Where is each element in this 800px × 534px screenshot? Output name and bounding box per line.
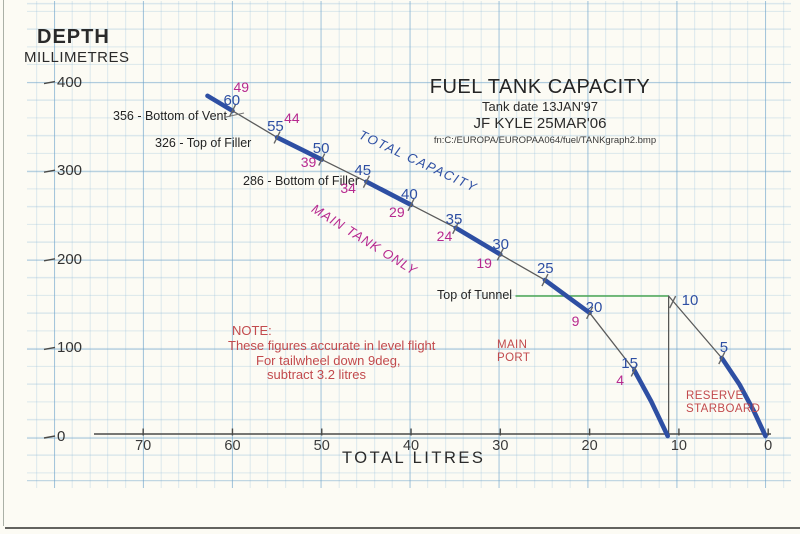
point-slash-mark (228, 104, 237, 118)
tank-date: Tank date 13JAN'97 (482, 99, 598, 114)
top-of-filler-label: 326 - Top of Filler (155, 136, 252, 150)
main-tank-point-label: 9 (571, 312, 580, 329)
main-tank-curve-thin-segment (321, 158, 368, 183)
x-tick-label: 60 (224, 438, 241, 454)
y-tick-label: 400 (57, 73, 83, 91)
reserve-curve-thin-segment (667, 295, 723, 359)
point-slash-mark (318, 153, 326, 166)
y-tick-label: 300 (57, 162, 83, 180)
reserve-curve-thick-segment (719, 355, 768, 439)
page-edge-bottom (5, 527, 800, 529)
point-slash-mark (585, 306, 594, 320)
main-tank-curve-thick-segment (453, 225, 503, 257)
vent-annotation-connector (225, 112, 245, 118)
capacity-point-label: 45 (354, 161, 372, 179)
note-heading: NOTE: (232, 323, 272, 338)
x-tick-label: 20 (581, 438, 598, 454)
y-tick-label: 200 (57, 250, 83, 268)
main-tank-point-label: 19 (476, 255, 492, 272)
graph-paper-grid (27, 1, 791, 488)
note-line-2: These figures accurate in level flight (228, 338, 436, 353)
main-tank-curve-thin-segment (231, 110, 278, 139)
capacity-point-label: 35 (445, 210, 463, 228)
main-port-label-2: PORT (497, 352, 531, 364)
capacity-point-label: 20 (585, 298, 603, 316)
point-slash-mark (669, 295, 677, 309)
x-tick-label: 10 (670, 438, 687, 454)
bottom-of-vent-label: 356 - Bottom of Vent (113, 109, 227, 123)
capacity-point-label: 50 (312, 139, 330, 157)
capacity-point-label: 25 (536, 260, 554, 278)
x-axis-title: TOTAL LITRES (342, 449, 486, 467)
capacity-point-label: 30 (492, 236, 510, 254)
note-line-4: subtract 3.2 litres (267, 367, 366, 382)
capacity-point-label: 60 (223, 91, 241, 109)
y-axis-units: MILLIMETRES (24, 49, 130, 66)
x-tick-label: 70 (135, 438, 152, 454)
y-axis-tick (43, 258, 56, 262)
bottom-of-filler-label: 286 - Bottom of Filler (243, 174, 360, 188)
main-tank-point-label: 49 (233, 78, 250, 95)
point-slash-mark (273, 131, 281, 144)
point-slash-mark (452, 221, 460, 235)
capacity-point-label: 55 (267, 118, 284, 136)
x-tick-label: 40 (402, 438, 420, 454)
point-slash-mark (630, 364, 638, 377)
note-line-3: For tailwheel down 9deg, (256, 353, 401, 368)
main-tank-curve-thick-segment (542, 277, 592, 316)
y-axis-tick (43, 346, 56, 351)
point-slash-mark (407, 198, 415, 212)
source-filename: fn:C:/EUROPA/EUROPAA064/fuel/TANKgraph2.… (433, 135, 657, 146)
main-tank-curve-thick-segment (364, 179, 414, 208)
point-slash-mark (718, 351, 726, 365)
y-axis-tick (43, 435, 56, 439)
main-tank-curve-thin-segment (499, 253, 546, 281)
x-tick-label: 0 (764, 438, 773, 454)
main-tank-curve-thick-segment (274, 135, 325, 162)
main-tank-point-label: 4 (616, 372, 625, 389)
main-tank-point-label: 24 (436, 227, 453, 244)
y-tick-label: 100 (57, 339, 83, 357)
main-tank-point-label: 34 (340, 179, 356, 196)
main-tank-curve-thin-segment (410, 204, 457, 229)
top-of-tunnel-label: Top of Tunnel (437, 288, 513, 302)
reserve-label-1: RESERVE (686, 390, 744, 402)
capacity-point-label: 5 (719, 339, 729, 357)
y-axis-tick (43, 80, 56, 85)
main-tank-point-label: 44 (284, 110, 300, 127)
point-slash-mark (496, 248, 504, 261)
point-slash-mark (541, 273, 549, 287)
capacity-point-label: 40 (401, 185, 418, 203)
point-slash-mark (362, 175, 371, 189)
y-axis-title: DEPTH (37, 26, 110, 48)
main-tank-curve-thick-segment (632, 368, 670, 439)
main-port-label-1: MAIN (497, 339, 528, 351)
chart-title: FUEL TANK CAPACITY (429, 76, 651, 98)
x-tick-label: 50 (313, 438, 330, 454)
y-axis-tick (43, 169, 56, 173)
main-tank-curve-thin-segment (588, 312, 635, 372)
capacity-point-label: 15 (621, 355, 638, 373)
main-tank-point-label: 39 (300, 153, 317, 170)
main-tank-curve-thick-segment (205, 93, 235, 114)
page-edge-left (3, 0, 4, 526)
author-date: JF KYLE 25MAR'06 (473, 115, 607, 132)
capacity-point-label: 10 (681, 292, 699, 309)
main-tank-point-label: 29 (389, 203, 405, 220)
x-tick-label: 30 (492, 438, 509, 454)
reserve-label-2: STARBOARD (686, 403, 761, 415)
y-tick-label: 0 (57, 428, 66, 445)
